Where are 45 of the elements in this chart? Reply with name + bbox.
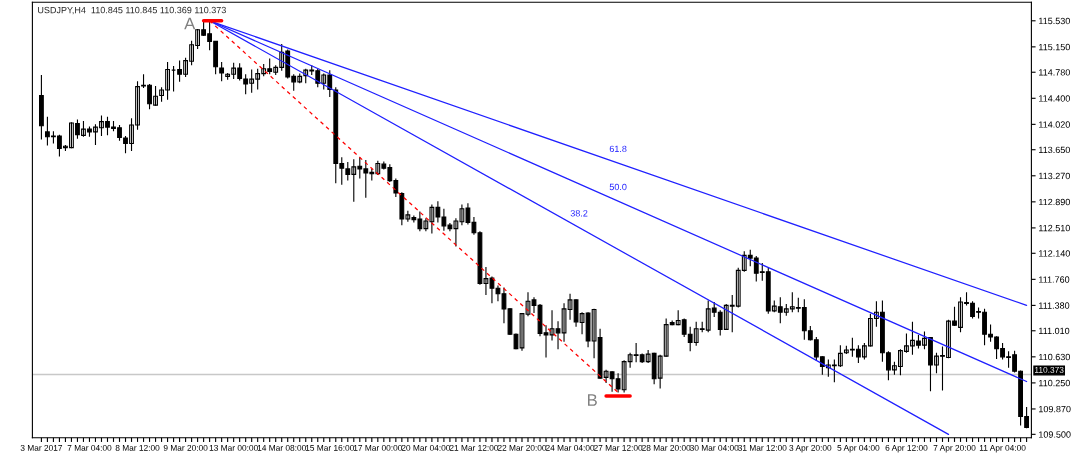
y-tick-label: 111.760 bbox=[1039, 276, 1070, 283]
y-tick-label: 114.020 bbox=[1039, 121, 1070, 128]
series-label: A bbox=[184, 17, 196, 30]
y-tick-label: 109.870 bbox=[1039, 405, 1071, 413]
x-tick-label: 8 Mar 12:00 bbox=[115, 444, 160, 451]
series-label: B bbox=[588, 394, 597, 406]
y-tick-label: 113.650 bbox=[1039, 146, 1070, 154]
x-tick-label: 7 Apr 20:00 bbox=[933, 444, 976, 453]
y-tick-label: 110.630 bbox=[1039, 353, 1070, 361]
x-tick-label: 7 Mar 04:00 bbox=[67, 444, 112, 451]
series-label: 61.8 bbox=[609, 145, 627, 153]
y-tick-label: 113.270 bbox=[1039, 172, 1070, 180]
x-tick-label: 6 Apr 12:00 bbox=[885, 444, 928, 453]
x-tick-label: 27 Mar 12:00 bbox=[593, 444, 643, 451]
x-tick-label: 14 Mar 08:00 bbox=[257, 444, 306, 451]
series-label: 38.2 bbox=[570, 210, 588, 217]
y-tick-label: 112.510 bbox=[1039, 224, 1070, 232]
chart-title: USDJPY,H4 110.845 110.845 110.369 110.373 bbox=[38, 6, 226, 15]
x-tick-label: 11 Apr 04:00 bbox=[979, 444, 1026, 453]
x-tick-label: 13 Mar 00:00 bbox=[209, 444, 258, 451]
y-tick-label: 114.400 bbox=[1039, 95, 1070, 102]
x-tick-label: 31 Mar 12:00 bbox=[738, 444, 787, 451]
x-tick-label: 15 Mar 16:00 bbox=[305, 444, 354, 451]
x-tick-label: 5 Apr 04:00 bbox=[837, 444, 880, 453]
x-tick-label: 17 Mar 00:00 bbox=[353, 444, 403, 451]
x-tick-label: 30 Mar 04:00 bbox=[689, 444, 739, 451]
x-tick-label: 3 Mar 2017 bbox=[20, 444, 63, 451]
x-tick-label: 28 Mar 20:00 bbox=[642, 444, 691, 451]
series-label: 50.0 bbox=[609, 183, 627, 191]
y-tick-label: 114.780 bbox=[1039, 69, 1070, 76]
y-tick-label: 115.150 bbox=[1039, 43, 1070, 51]
x-tick-label: 3 Apr 20:00 bbox=[789, 444, 832, 453]
x-tick-label: 21 Mar 12:00 bbox=[449, 444, 499, 451]
y-tick-label: 111.010 bbox=[1039, 327, 1070, 335]
x-tick-label: 22 Mar 20:00 bbox=[497, 444, 547, 451]
y-tick-label: 115.530 bbox=[1039, 17, 1070, 25]
x-tick-label: 20 Mar 04:00 bbox=[401, 444, 451, 451]
y-tick-label: 112.140 bbox=[1039, 250, 1070, 257]
y-tick-label: 109.500 bbox=[1039, 431, 1071, 438]
y-tick-label: 112.890 bbox=[1039, 198, 1070, 206]
x-tick-label: 9 Mar 20:00 bbox=[163, 444, 208, 451]
x-tick-label: 24 Mar 04:00 bbox=[545, 444, 595, 451]
y-tick-label: 111.380 bbox=[1039, 302, 1070, 309]
ref-line-label: 110.373 bbox=[1035, 366, 1064, 373]
y-tick-label: 110.250 bbox=[1039, 379, 1070, 387]
